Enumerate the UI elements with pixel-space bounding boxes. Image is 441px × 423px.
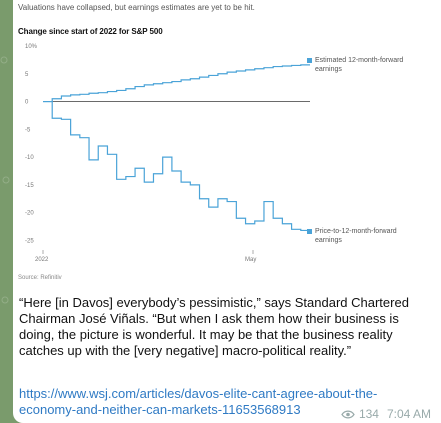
chart-image[interactable]: Valuations have collapsed, but earnings … (13, 0, 441, 288)
legend-swatch (307, 58, 312, 63)
x-tick-label: May (245, 257, 256, 263)
earnings-series-line (43, 64, 310, 103)
y-tick-label: 0 (25, 100, 29, 106)
y-tick-label: -25 (25, 238, 34, 244)
legend-swatch (307, 229, 312, 234)
y-tick-label: -5 (25, 127, 31, 133)
eye-icon (341, 410, 355, 418)
legend-label: Estimated 12-month-forward earnings (315, 57, 404, 73)
chart-title: Change since start of 2022 for S&P 500 (18, 27, 163, 36)
chart-subtitle: Valuations have collapsed, but earnings … (18, 3, 255, 12)
line-chart: 10% 5 0 -5 -10 -15 -20 -25 2022 May (25, 44, 311, 263)
view-count: 134 (358, 407, 379, 421)
legend-label: Price-to-12-month-forward earnings (315, 228, 397, 244)
pe-series-line (43, 100, 311, 232)
message-text: “Here [in Davos] everybody’s pessimistic… (19, 295, 409, 358)
message-meta: 134 7:04 AM (341, 407, 431, 421)
chart-source: Source: Refinitiv (18, 275, 62, 281)
article-link[interactable]: https://www.wsj.com/articles/davos-elite… (19, 386, 378, 417)
message-bubble: Valuations have collapsed, but earnings … (13, 0, 441, 423)
y-tick-label: -20 (25, 211, 34, 217)
y-tick-label: 10% (25, 44, 38, 50)
y-tick-label: -10 (25, 155, 34, 161)
y-tick-label: -15 (25, 183, 34, 189)
message-time: 7:04 AM (386, 407, 431, 421)
x-tick-label: 2022 (35, 257, 49, 263)
y-tick-label: 5 (25, 72, 29, 78)
